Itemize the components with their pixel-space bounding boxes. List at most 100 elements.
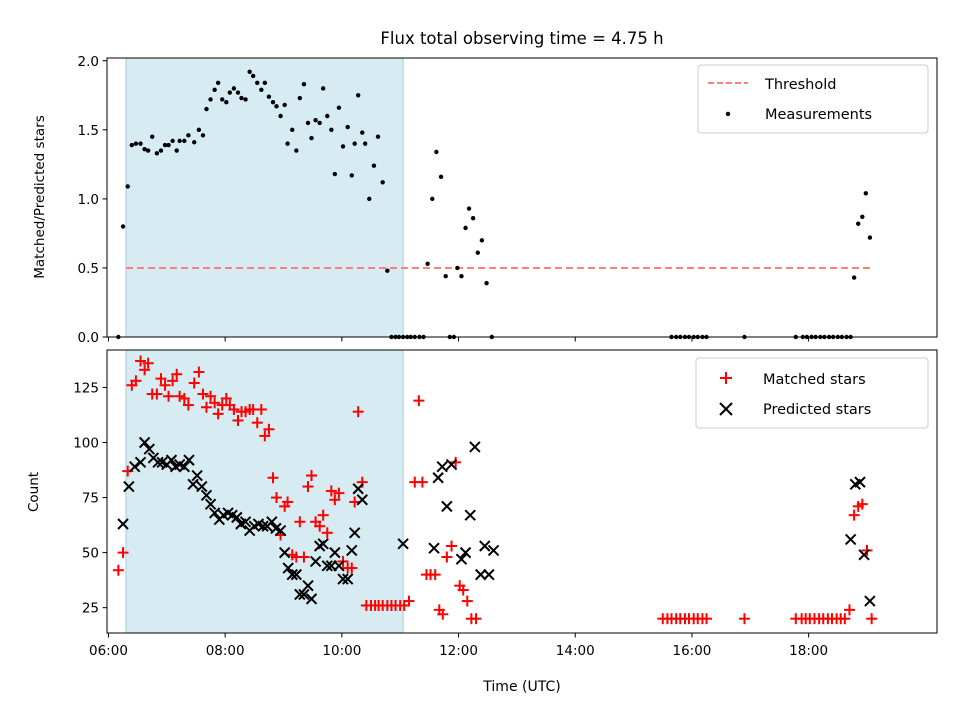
matched-star-point	[329, 494, 341, 506]
measurement-point	[231, 86, 237, 91]
measurement-point	[438, 174, 444, 179]
predicted-star-point	[187, 478, 199, 491]
figure-title: Flux total observing time = 4.75 h	[380, 29, 663, 48]
predicted-star-point	[200, 489, 213, 502]
matched-star-point	[317, 509, 329, 521]
matched-star-point	[212, 408, 224, 420]
matched-star-point	[450, 456, 462, 468]
predicted-star-point	[455, 553, 468, 565]
measurement-point	[352, 141, 357, 146]
measurement-point	[856, 221, 861, 226]
matched-star-point	[232, 414, 244, 426]
predicted-star-point	[298, 588, 310, 601]
matched-star-point	[446, 540, 458, 552]
measurement-point	[204, 106, 209, 112]
matched-star-point	[255, 403, 267, 415]
measurement-point	[459, 274, 464, 279]
ratio-y-axis-label: Matched/Predicted stars	[32, 115, 48, 278]
predicted-star-point	[483, 568, 495, 581]
matched-star-point	[321, 527, 333, 539]
measurement-point	[212, 87, 217, 92]
measurement-point	[455, 265, 460, 271]
measurement-point	[259, 87, 264, 92]
measurement-point	[170, 138, 175, 144]
predicted-star-point	[352, 483, 364, 495]
matched-star-point	[200, 401, 212, 413]
matched-star-point	[271, 492, 283, 504]
measurement-point	[278, 113, 283, 119]
matched-star-point	[117, 547, 129, 559]
measurement-point	[362, 141, 368, 146]
matched-star-point	[346, 562, 358, 574]
predicted-star-point	[208, 507, 221, 519]
measurement-point	[371, 163, 377, 168]
measurement-point	[851, 275, 857, 280]
measurement-point	[430, 196, 435, 202]
measurement-point	[305, 120, 311, 126]
predicted-star-point	[134, 456, 147, 469]
y-tick-label: 0.0	[78, 330, 99, 346]
predicted-star-point	[464, 509, 476, 521]
measurement-point	[463, 225, 468, 231]
predicted-star-point	[204, 498, 217, 510]
measurements-legend-label: Measurements	[765, 107, 872, 123]
predicted-star-point	[274, 524, 287, 537]
measurement-point	[860, 214, 865, 220]
measurement-point	[375, 134, 381, 139]
measurement-point	[475, 250, 481, 255]
measurement-point	[177, 138, 182, 144]
measurement-point	[336, 105, 342, 110]
x-tick-label: 06:00	[89, 643, 128, 659]
predicted-star-point	[333, 560, 345, 572]
measurement-point	[355, 93, 361, 98]
measurement-point	[470, 216, 476, 221]
measurement-point	[224, 99, 229, 105]
measurement-point	[138, 141, 143, 146]
y-tick-label: 125	[73, 380, 99, 396]
matched-star-point	[139, 364, 151, 376]
predicted-legend-label: Predicted stars	[763, 402, 871, 418]
measurement-point	[220, 97, 225, 102]
measurement-point	[186, 133, 191, 138]
x-tick-label: 10:00	[322, 643, 361, 659]
matched-star-point	[171, 368, 183, 380]
predicted-star-point	[487, 544, 500, 557]
predicted-star-point	[854, 476, 866, 488]
matched-star-point	[193, 366, 205, 378]
matched-star-point	[457, 584, 469, 596]
matched-star-point	[228, 403, 240, 415]
predicted-star-point	[129, 461, 141, 473]
predicted-star-point	[469, 441, 481, 453]
x-tick-label: 16:00	[672, 643, 711, 659]
measurement-point	[129, 142, 134, 148]
predicted-star-point	[231, 511, 243, 524]
predicted-star-point	[178, 461, 191, 473]
predicted-star-point	[428, 542, 440, 554]
measurement-point	[162, 142, 168, 148]
measurement-point	[360, 130, 365, 135]
matched-star-point	[349, 496, 361, 508]
predicted-star-point	[356, 494, 368, 506]
predicted-star-point	[152, 456, 164, 469]
predicted-star-point	[436, 461, 448, 473]
predicted-star-point	[183, 454, 195, 466]
measurement-point	[142, 146, 147, 152]
measurement-point	[247, 69, 252, 75]
matched-star-point	[314, 520, 326, 532]
predicted-star-point	[397, 538, 409, 550]
predicted-star-point	[441, 500, 453, 513]
measurement-point	[425, 261, 430, 266]
measurement-point	[145, 148, 151, 153]
measurement-point	[182, 138, 187, 144]
predicted-star-point	[864, 595, 876, 607]
matched-star-point	[306, 470, 318, 482]
predicted-star-point	[165, 454, 178, 466]
matched-star-point	[151, 388, 163, 400]
matched-star-point	[441, 551, 453, 563]
measurement-point	[345, 124, 350, 130]
predicted-star-point	[143, 443, 156, 455]
ratio-legend: Threshold Measurements	[697, 64, 929, 134]
matched-star-point	[159, 379, 171, 391]
measurement-point	[317, 120, 322, 126]
measurement-point	[266, 94, 272, 99]
